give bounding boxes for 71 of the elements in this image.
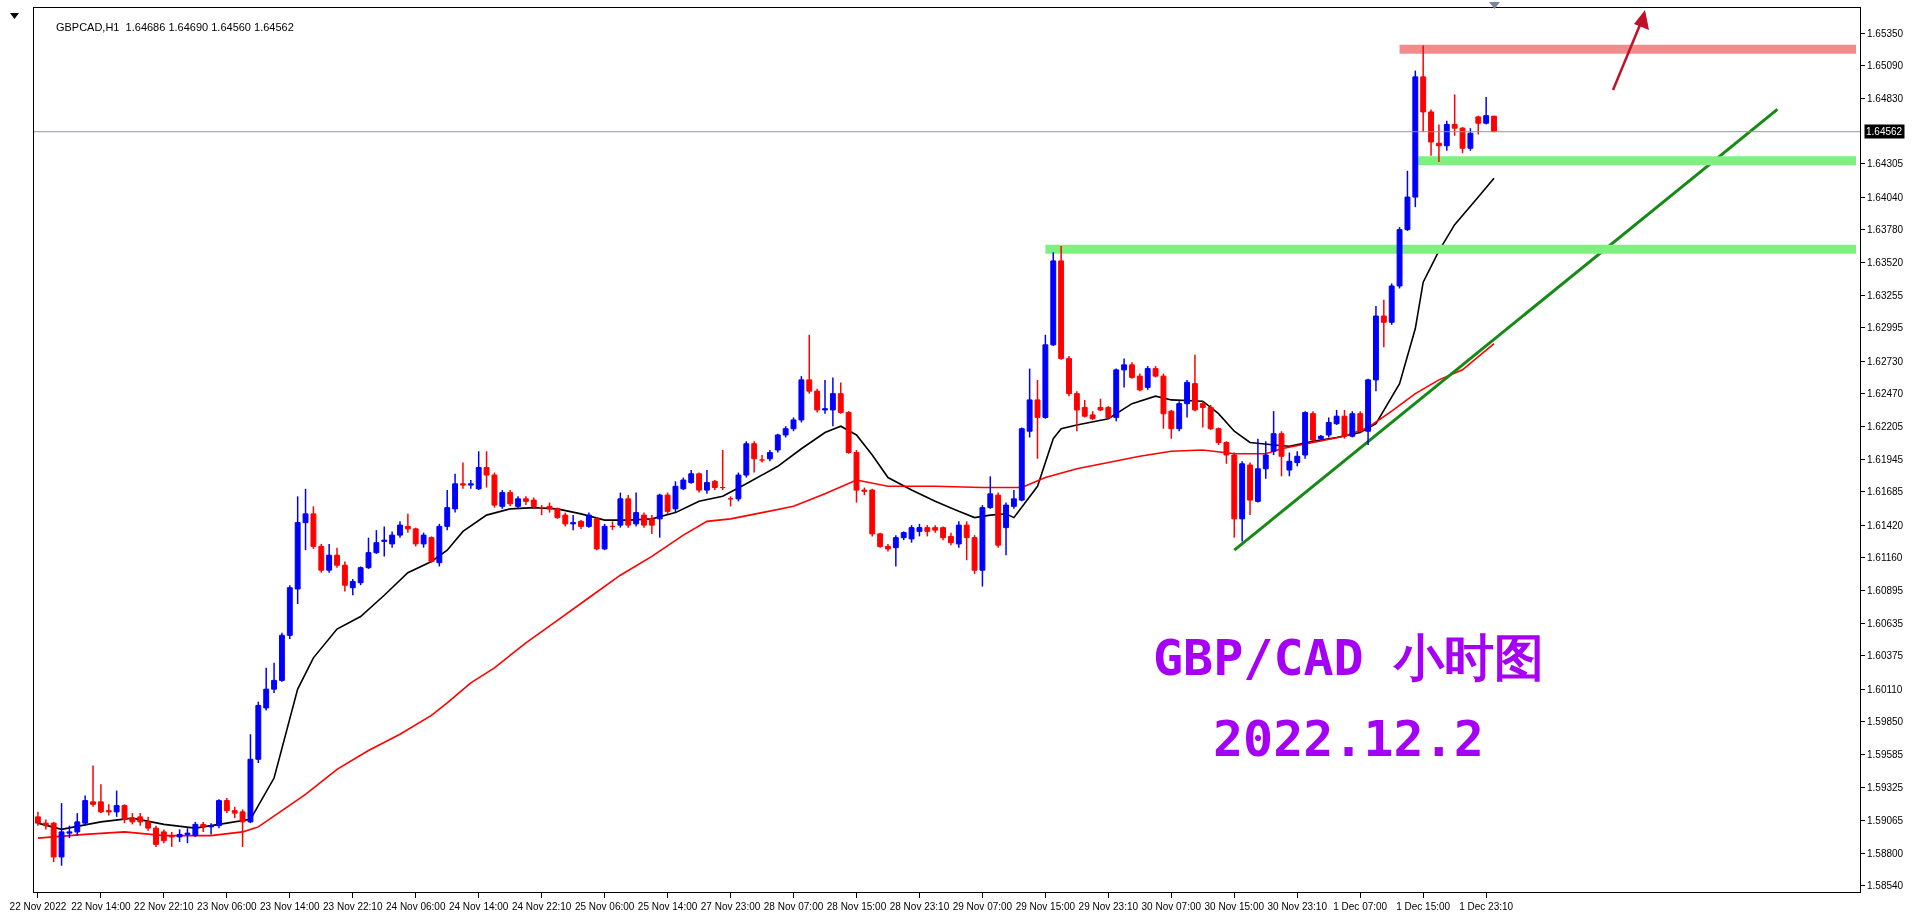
candlestick (570, 514, 577, 531)
x-tick-label: 22 Nov 2022 (9, 901, 67, 912)
x-tick-label: 23 Nov 22:10 (323, 901, 383, 912)
candlestick (113, 789, 120, 818)
x-tick-label: 30 Nov 07:00 (1141, 901, 1202, 912)
y-tick-label: 1.65350 (1867, 27, 1904, 39)
candlestick (428, 535, 435, 564)
y-tick-label: 1.63780 (1867, 224, 1904, 236)
candlestick (460, 461, 466, 490)
x-tick-label: 24 Nov 14:00 (448, 901, 509, 912)
candlestick (105, 803, 112, 817)
y-tick-label: 1.59585 (1867, 749, 1904, 761)
candlestick (1325, 416, 1332, 439)
x-tick-label: 30 Nov 23:10 (1267, 901, 1328, 912)
ref-line-label: 1.64562 (1866, 126, 1903, 137)
x-tick-label: 1 Dec 23:10 (1459, 901, 1514, 912)
y-tick-label: 1.60110 (1867, 683, 1903, 695)
x-tick-label: 29 Nov 07:00 (952, 901, 1013, 912)
candlestick (822, 379, 828, 415)
y-tick-label: 1.62995 (1867, 322, 1904, 334)
x-tick-label: 22 Nov 14:00 (71, 901, 132, 912)
y-tick-label: 1.62730 (1867, 355, 1904, 367)
x-tick-label: 1 Dec 07:00 (1333, 901, 1388, 912)
candlestick (412, 526, 419, 548)
x-tick-label: 24 Nov 22:10 (511, 901, 572, 912)
y-tick-label: 1.62470 (1867, 388, 1904, 400)
candlestick (1475, 114, 1482, 136)
y-tick-label: 1.61160 (1867, 552, 1903, 564)
y-tick-label: 1.64305 (1867, 158, 1904, 170)
x-tick-label: 28 Nov 07:00 (763, 901, 824, 912)
candlestick (208, 822, 215, 836)
y-tick-label: 1.63520 (1867, 256, 1904, 268)
y-tick-label: 1.58800 (1867, 847, 1904, 859)
x-tick-label: 28 Nov 15:00 (826, 901, 887, 912)
y-tick-label: 1.61685 (1867, 486, 1904, 498)
x-tick-label: 22 Nov 22:10 (134, 901, 195, 912)
y-tick-label: 1.60895 (1867, 585, 1904, 597)
line-series (37, 177, 1495, 831)
x-tick-label: 23 Nov 14:00 (260, 901, 320, 912)
y-tick-label: 1.65090 (1867, 60, 1904, 72)
candlestick (656, 493, 663, 539)
candlestick (467, 479, 474, 490)
candlestick (1278, 430, 1285, 478)
y-tick-label: 1.59065 (1867, 814, 1904, 826)
x-tick-label: 1 Dec 15:00 (1396, 901, 1451, 912)
y-tick-label: 1.60375 (1867, 650, 1904, 662)
candlestick (1034, 379, 1041, 460)
candlestick (1341, 409, 1348, 440)
x-tick-label: 24 Nov 06:00 (385, 901, 446, 912)
annotation: GBP/CAD 小时图 (1153, 629, 1544, 687)
x-tick-label: 30 Nov 15:00 (1204, 901, 1265, 912)
y-tick-label: 1.59850 (1867, 716, 1904, 728)
x-tick-label: 29 Nov 15:00 (1015, 901, 1076, 912)
x-tick-label: 25 Nov 06:00 (574, 901, 635, 912)
y-tick-label: 1.62205 (1867, 421, 1904, 433)
x-tick-label: 25 Nov 14:00 (637, 901, 698, 912)
annotation: 2022.12.2 (1213, 710, 1484, 768)
y-tick-label: 1.61420 (1867, 519, 1904, 531)
y-tick-label: 1.59325 (1867, 781, 1904, 793)
y-tick-label: 1.58540 (1867, 880, 1904, 892)
x-tick-label: 28 Nov 23:10 (889, 901, 950, 912)
x-tick-label: 23 Nov 06:00 (197, 901, 258, 912)
x-tick-label: 27 Nov 23:00 (700, 901, 761, 912)
y-tick-label: 1.61945 (1867, 453, 1904, 465)
y-tick-label: 1.64040 (1867, 191, 1904, 203)
x-tick-label: 29 Nov 23:10 (1078, 901, 1139, 912)
candlestick (806, 334, 813, 395)
y-tick-label: 1.64830 (1867, 92, 1904, 104)
y-tick-label: 1.63255 (1867, 289, 1904, 301)
text: GBPCAD,H1 1.64686 1.64690 1.64560 1.64562 (55, 20, 294, 33)
y-tick-label: 1.60635 (1867, 617, 1904, 629)
